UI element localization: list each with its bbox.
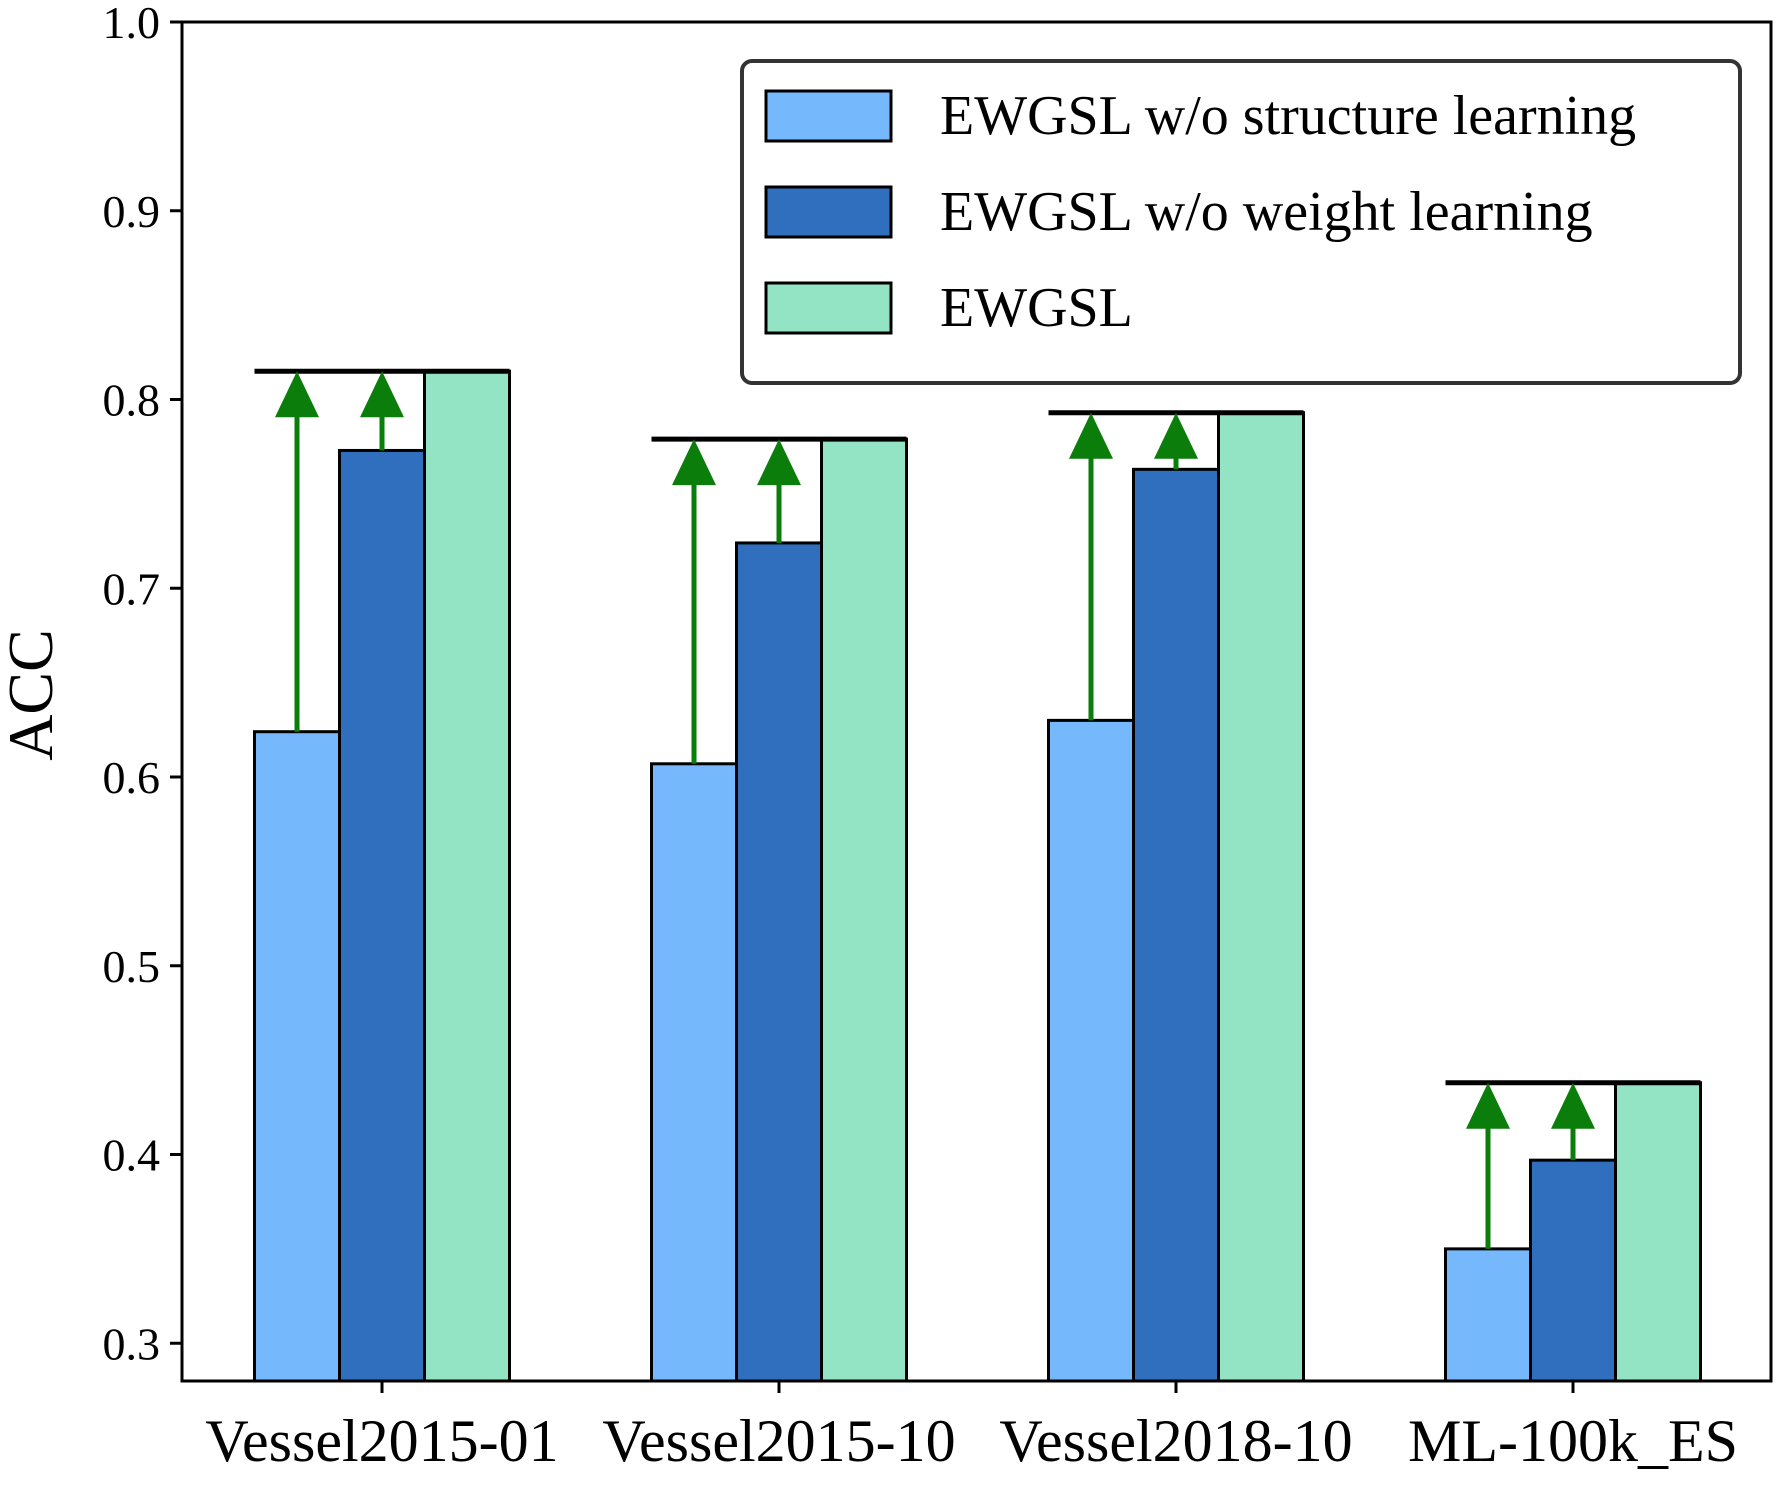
y-tick-label-8: 1.0 xyxy=(103,0,161,48)
bar-2-2 xyxy=(735,541,823,1383)
legend-label-1: EWGSL w/o structure learning xyxy=(940,85,1636,147)
bar-3-3 xyxy=(1217,411,1305,1383)
arrow-head-1-3 xyxy=(1069,412,1113,459)
legend-label-3: EWGSL xyxy=(940,277,1133,339)
bar-2-1 xyxy=(338,448,426,1383)
y-tick-label-7: 0.9 xyxy=(103,186,161,237)
bars-layer xyxy=(253,369,1702,1383)
legend-swatch-3 xyxy=(764,281,893,335)
arrow-head-1-1 xyxy=(275,371,319,418)
x-tick-label-4: ML-100k_ES xyxy=(1408,1408,1738,1474)
bar-3-2 xyxy=(820,437,908,1383)
arrow-head-1-4 xyxy=(1466,1082,1510,1129)
y-tick-label-6: 0.8 xyxy=(103,375,161,426)
bar-3-1 xyxy=(423,369,511,1383)
bar-3-4 xyxy=(1614,1081,1702,1383)
arrow-head-2-1 xyxy=(360,371,404,418)
y-tick-label-5: 0.7 xyxy=(103,563,161,614)
bar-1-4 xyxy=(1444,1247,1532,1383)
legend-swatch-1 xyxy=(764,89,893,143)
arrow-head-2-2 xyxy=(757,439,801,486)
y-tick-label-1: 0.3 xyxy=(103,1318,161,1369)
x-tick-label-3: Vessel2018-10 xyxy=(999,1408,1352,1474)
bar-1-3 xyxy=(1047,718,1135,1383)
bar-2-3 xyxy=(1132,467,1220,1383)
x-category-labels: Vessel2015-01 Vessel2015-10 Vessel2018-10 M… xyxy=(205,1381,1738,1474)
y-tick-label-3: 0.5 xyxy=(103,941,161,992)
legend-box xyxy=(740,59,1742,385)
y-tick-label-4: 0.6 xyxy=(103,752,161,803)
legend-label-2: EWGSL w/o weight learning xyxy=(940,181,1593,243)
arrow-head-2-4 xyxy=(1551,1082,1595,1129)
legend: EWGSL w/o structure learning EWGSL w/o we… xyxy=(740,59,1742,385)
legend-swatch-2 xyxy=(764,185,893,239)
plot-frame xyxy=(180,20,1773,1383)
bar-1-1 xyxy=(253,730,341,1383)
y-tick-label-2: 0.4 xyxy=(103,1130,161,1181)
arrow-head-1-2 xyxy=(672,439,716,486)
arrow-head-2-3 xyxy=(1154,412,1198,459)
axes xyxy=(180,20,1773,1383)
y-axis-label: ACC xyxy=(0,629,66,761)
y-ticks: 0.3 0.4 0.5 0.6 0.7 0.8 0.9 1.0 xyxy=(103,0,182,1369)
x-tick-label-1: Vessel2015-01 xyxy=(205,1408,558,1474)
x-tick-label-2: Vessel2015-10 xyxy=(602,1408,955,1474)
bar-2-4 xyxy=(1529,1158,1617,1383)
improvement-arrows xyxy=(254,368,1701,1249)
bar-1-2 xyxy=(650,762,738,1383)
